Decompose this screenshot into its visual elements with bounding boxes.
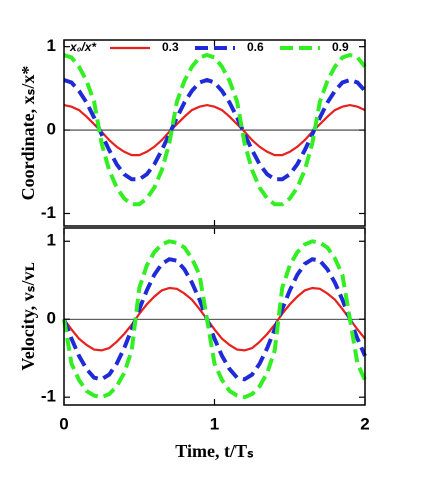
plot-frame (63, 227, 366, 406)
y-tick-label: 0 (47, 309, 56, 328)
y-axis-label: Coordinate, xₛ/x* (18, 66, 38, 201)
legend-title: x₀/x* (69, 40, 97, 54)
legend-label: 0.6 (247, 40, 264, 54)
x-tick-label: 2 (360, 414, 369, 433)
plot-frame (63, 39, 366, 227)
series-line (62, 239, 367, 400)
x-tick-label: 1 (210, 414, 219, 433)
y-tick-label: 1 (47, 231, 56, 250)
y-tick-label: 1 (47, 36, 56, 55)
series-line (63, 286, 366, 352)
x-tick-label: 0 (59, 414, 68, 433)
series-line (62, 257, 367, 382)
legend-label: 0.9 (332, 40, 349, 54)
y-tick-label: -1 (41, 387, 56, 406)
y-tick-label: 0 (47, 120, 56, 139)
x-axis-label: Time, t/Tₛ (175, 441, 254, 461)
y-axis-label: Velocity, vₛ/vʟ (18, 262, 38, 370)
y-tick-label: -1 (41, 203, 56, 222)
legend-label: 0.3 (162, 40, 179, 54)
series-line (63, 52, 367, 207)
